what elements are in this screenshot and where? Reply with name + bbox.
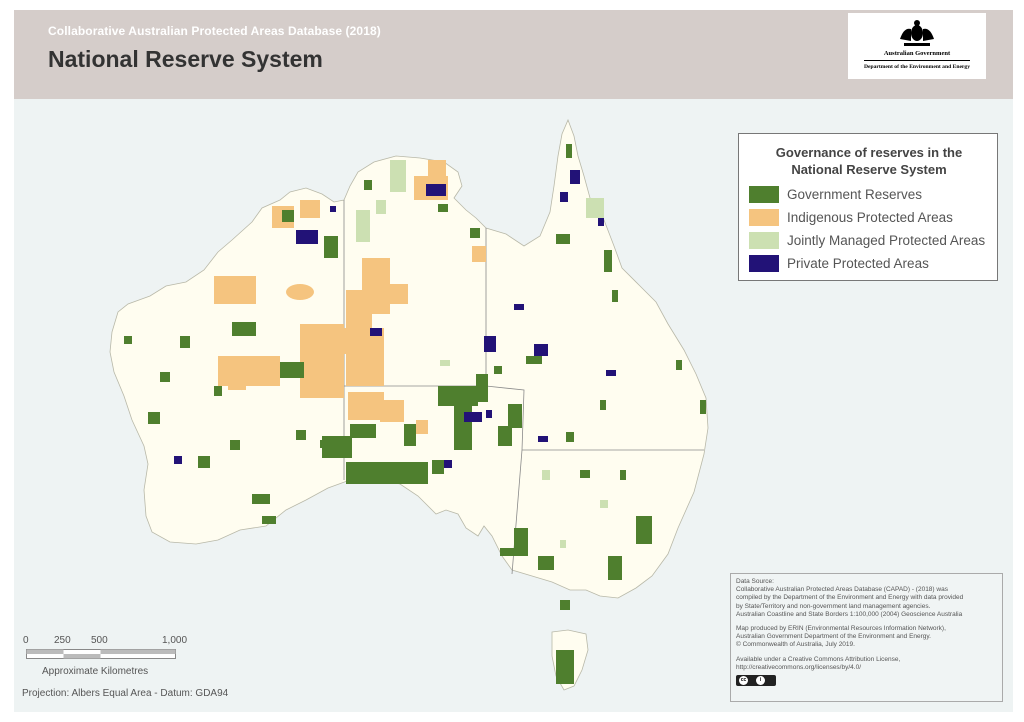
map-subtitle: Collaborative Australian Protected Areas…	[48, 24, 381, 38]
projection-note: Projection: Albers Equal Area - Datum: G…	[22, 688, 229, 699]
government-logo: Australian Government Department of the …	[848, 13, 986, 79]
data-source-box: Data Source: Collaborative Australian Pr…	[730, 573, 1003, 702]
private-protected-areas	[174, 170, 616, 468]
scale-bar	[26, 649, 176, 659]
legend-swatch-government	[749, 186, 779, 203]
source-line: Collaborative Australian Protected Areas…	[736, 586, 948, 594]
scale-unit: Approximate Kilometres	[42, 666, 149, 677]
source-line: Australian Government Department of the …	[736, 633, 931, 641]
legend-label-government: Government Reserves	[787, 187, 923, 202]
legend-swatch-private	[749, 255, 779, 272]
license-link[interactable]: http://creativecommons.org/licenses/by/4…	[736, 663, 862, 671]
legend-title-line-2: National Reserve System	[791, 162, 947, 177]
source-line: Map produced by ERIN (Environmental Reso…	[736, 625, 946, 633]
source-line: by State/Territory and non-government la…	[736, 602, 931, 610]
scale-tick-label: 500	[91, 635, 108, 646]
scale-tick-label: 1,000	[162, 635, 188, 646]
legend-title-line-1: Governance of reserves in the	[775, 145, 963, 160]
legend-label-private: Private Protected Areas	[787, 256, 929, 271]
source-line: © Commonwealth of Australia, July 2019.	[736, 641, 855, 649]
coat-of-arms-icon	[900, 20, 934, 46]
source-line: Australian Coastline and State Borders 1…	[736, 610, 963, 618]
legend-title: Governance of reserves in the National R…	[739, 144, 999, 178]
logo-government-text: Australian Government	[883, 50, 951, 57]
source-line: Available under a Creative Commons Attri…	[736, 655, 901, 663]
source-line: compiled by the Department of the Enviro…	[736, 594, 964, 602]
source-line: Data Source:	[736, 578, 774, 585]
legend-swatch-jointly-managed	[749, 232, 779, 249]
legend-swatch-indigenous	[749, 209, 779, 226]
map-legend: Governance of reserves in the National R…	[738, 133, 998, 281]
map-header	[14, 10, 1013, 99]
jointly-managed-protected-areas	[356, 160, 608, 548]
legend-label-indigenous: Indigenous Protected Areas	[787, 210, 953, 225]
logo-department-text: Department of the Environment and Energy	[863, 64, 971, 70]
australia-mainland	[109, 118, 709, 599]
indigenous-protected-areas	[214, 160, 486, 480]
scale-tick-label: 0	[23, 635, 29, 646]
legend-label-jointly-managed: Jointly Managed Protected Areas	[787, 233, 986, 248]
creative-commons-icon: cc i	[736, 675, 776, 687]
logo-divider	[864, 60, 970, 61]
scale-tick-label: 250	[54, 635, 71, 646]
map-title: National Reserve System	[48, 46, 323, 72]
